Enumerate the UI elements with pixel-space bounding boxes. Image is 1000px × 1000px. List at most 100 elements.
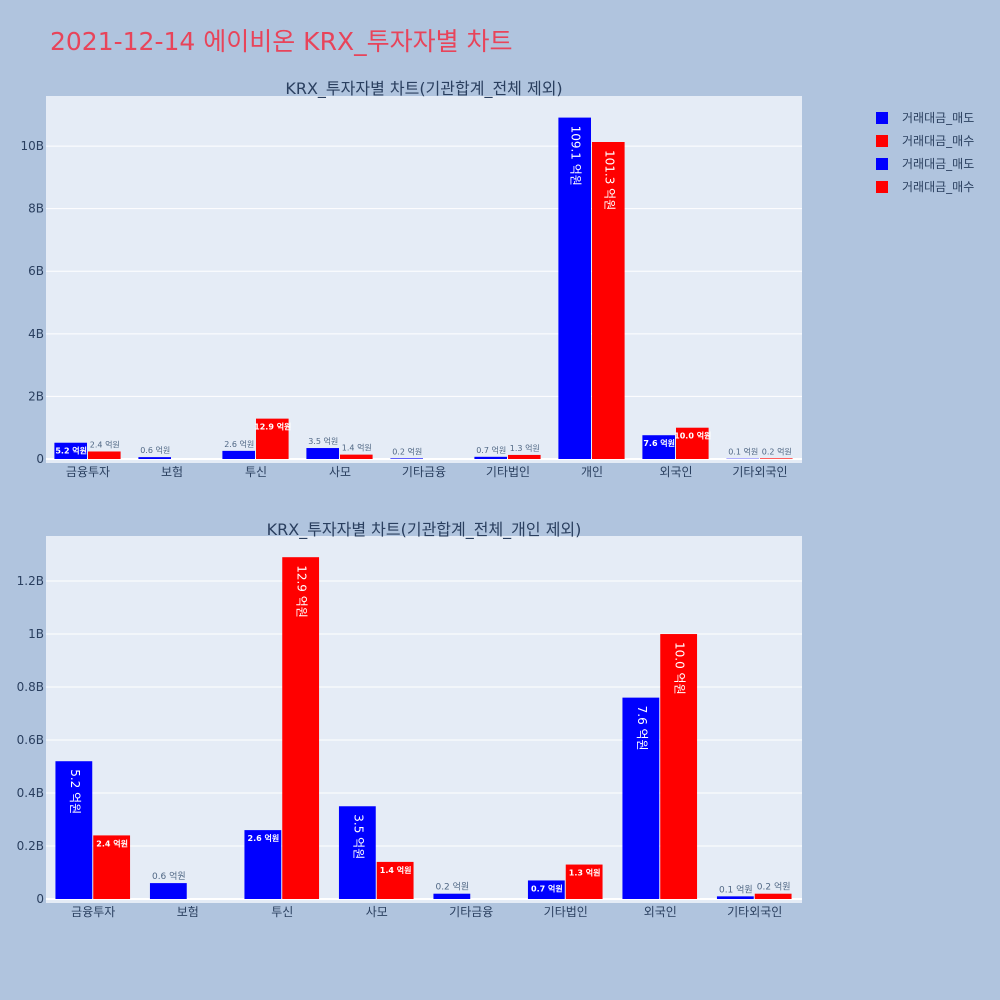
bar: [676, 427, 709, 459]
bar: [474, 456, 507, 459]
data-label: 10.0 억원: [674, 431, 711, 441]
x-tick-label: 보험: [161, 465, 183, 479]
data-label: 0.2 억원: [435, 881, 469, 893]
data-label: 0.2 억원: [762, 446, 792, 456]
legend-label: 거래대금_매도: [902, 111, 975, 125]
bar: [88, 451, 121, 459]
data-label: 7.6 억원: [635, 706, 649, 751]
y-tick-label: 6B: [28, 264, 44, 278]
bar: [760, 458, 793, 459]
legend-swatch: [876, 134, 888, 147]
data-label: 1.3 억원: [569, 868, 601, 878]
y-tick-label: 0.2B: [17, 839, 44, 853]
bar: [716, 896, 754, 899]
data-label: 5.2 억원: [68, 769, 82, 814]
chart-2: KRX_투자자별 차트(기관합계_전체_개인 제외) 0 0.2B 0.4B 0.6B 0…: [17, 520, 802, 919]
legend-label: 거래대금_매도: [902, 157, 975, 171]
data-label: 2.6 억원: [224, 439, 254, 449]
y-tick-label: 0: [36, 892, 44, 906]
data-label: 2.6 억원: [248, 833, 280, 843]
x-tick-label: 기타외국인: [732, 465, 787, 479]
data-label: 0.7 억원: [531, 883, 563, 893]
data-label: 1.4 억원: [342, 443, 372, 453]
data-label: 1.3 억원: [510, 443, 540, 453]
bar: [660, 634, 698, 899]
x-tick-label: 기타외국인: [727, 905, 782, 919]
legend-item[interactable]: 거래대금_매도: [876, 106, 974, 129]
data-label: 1.4 억원: [380, 865, 412, 875]
bar: [622, 697, 660, 899]
plot-area: [46, 96, 802, 463]
legend-label: 거래대금_매수: [902, 180, 975, 194]
legend-item[interactable]: 거래대금_매수: [876, 129, 974, 152]
y-tick-label: 8B: [28, 202, 44, 216]
data-label: 0.7 억원: [476, 445, 506, 455]
bar: [390, 458, 423, 459]
bar: [282, 557, 320, 899]
chart-title: KRX_투자자별 차트(기관합계_전체_개인 제외): [267, 520, 582, 540]
legend-item[interactable]: 거래대금_매도: [876, 152, 974, 175]
bar: [256, 418, 289, 459]
x-tick-label: 기타법인: [486, 465, 530, 479]
bar: [565, 864, 603, 899]
data-label: 2.4 억원: [96, 838, 128, 848]
x-tick-label: 금융투자: [71, 905, 115, 919]
bar: [149, 883, 187, 899]
y-tick-label: 1B: [28, 627, 44, 641]
data-label: 3.5 억원: [351, 814, 365, 859]
data-label: 10.0 억원: [673, 642, 687, 695]
bar: [376, 861, 414, 899]
x-tick-label: 투신: [271, 905, 293, 919]
data-label: 0.1 억원: [728, 447, 758, 457]
data-label: 0.2 억원: [392, 446, 422, 456]
legend: 거래대금_매도 거래대금_매수 거래대금_매도 거래대금_매수: [876, 106, 974, 198]
legend-item[interactable]: 거래대금_매수: [876, 175, 974, 198]
bar: [642, 435, 675, 459]
x-tick-label: 기타금융: [449, 905, 493, 919]
chart-title: KRX_투자자별 차트(기관합계_전체 제외): [285, 79, 562, 99]
data-label: 101.3 억원: [602, 150, 616, 210]
bar: [527, 880, 565, 899]
y-tick-label: 0.8B: [17, 680, 44, 694]
x-tick-label: 사모: [329, 465, 351, 479]
bar: [592, 142, 625, 459]
bar: [138, 457, 171, 459]
x-tick-label: 기타금융: [402, 465, 446, 479]
bar: [93, 835, 131, 899]
legend-swatch: [876, 180, 888, 193]
bar: [558, 117, 591, 460]
x-tick-label: 금융투자: [66, 465, 110, 479]
bar: [244, 830, 282, 899]
y-tick-label: 0: [36, 452, 44, 466]
data-label: 2.4 억원: [90, 439, 120, 449]
bar: [222, 450, 255, 459]
y-tick-label: 2B: [28, 389, 44, 403]
x-tick-label: 기타법인: [544, 905, 588, 919]
x-tick-label: 외국인: [644, 905, 677, 919]
bar: [306, 448, 339, 459]
chart-1: KRX_투자자별 차트(기관합계_전체 제외) 0 2B 4B 6B 8B 10B 금융투자 5…: [20, 79, 802, 479]
bar: [54, 442, 87, 459]
data-label: 12.9 억원: [295, 565, 309, 618]
bar: [338, 806, 376, 899]
legend-swatch: [876, 157, 888, 170]
data-label: 0.1 억원: [719, 883, 753, 895]
y-tick-label: 0.4B: [17, 786, 44, 800]
x-tick-label: 외국인: [659, 465, 692, 479]
data-label: 0.2 억원: [757, 881, 791, 893]
data-label: 0.6 억원: [140, 445, 170, 455]
legend-label: 거래대금_매수: [902, 134, 975, 148]
x-tick-label: 투신: [245, 465, 267, 479]
bar: [433, 893, 471, 899]
bar: [508, 454, 541, 459]
y-tick-label: 1.2B: [17, 574, 44, 588]
bar: [340, 454, 373, 459]
data-label: 7.6 억원: [643, 438, 675, 448]
x-tick-label: 개인: [581, 465, 603, 479]
y-tick-label: 4B: [28, 327, 44, 341]
legend-swatch: [876, 111, 888, 124]
data-label: 109.1 억원: [569, 126, 583, 186]
y-tick-label: 10B: [20, 139, 44, 153]
x-tick-label: 사모: [366, 905, 388, 919]
